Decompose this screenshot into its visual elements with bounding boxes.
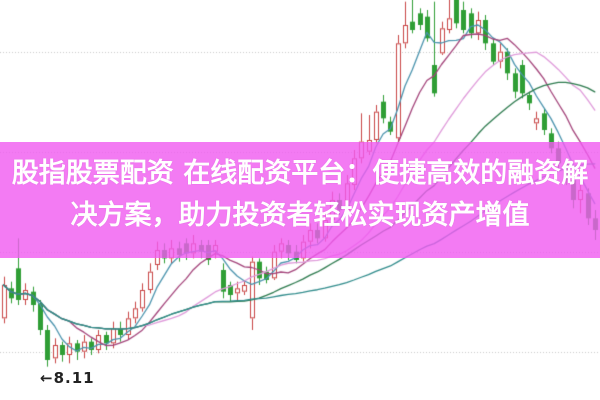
low-marker-arrow-icon: ← [40, 369, 54, 387]
promo-banner-line-2: 决方案，助力投资者轻松实现资产增值 [70, 200, 530, 231]
low-price-marker: ←8.11 [40, 369, 95, 387]
low-marker-value: 8.11 [53, 369, 95, 387]
promo-banner: 股指股票配资 在线配资平台：便捷高效的融资解 决方案，助力投资者轻松实现资产增值 [0, 142, 600, 258]
promo-banner-line-1: 股指股票配资 在线配资平台：便捷高效的融资解 [11, 158, 589, 189]
